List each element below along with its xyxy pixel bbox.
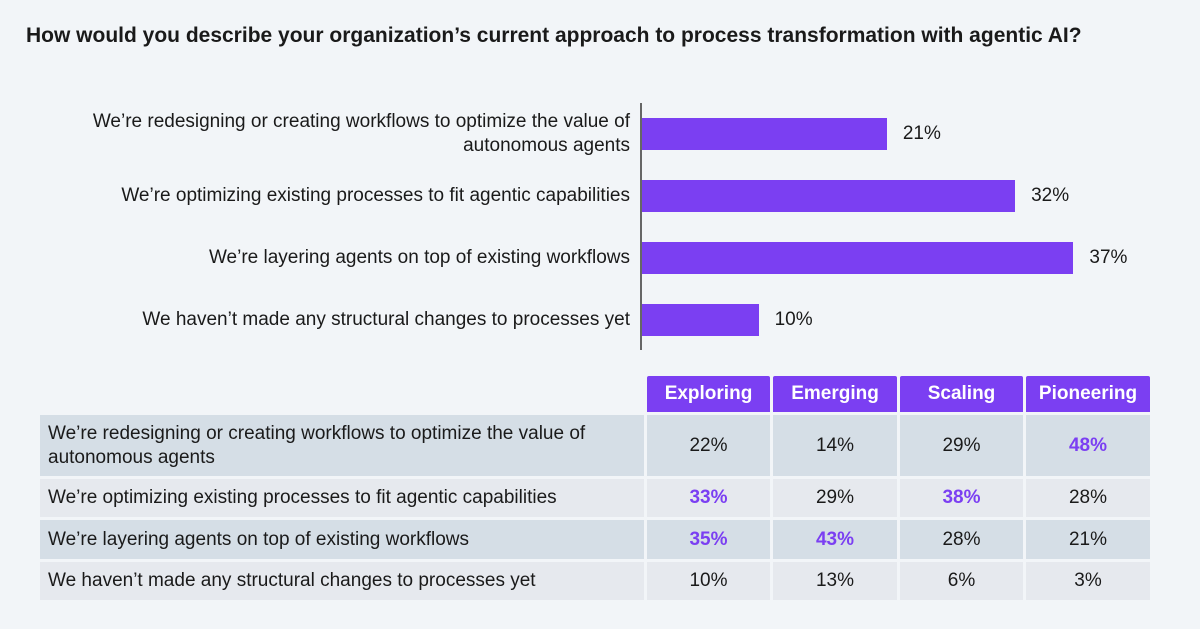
value-label: 21% xyxy=(902,123,941,144)
chart-title: How would you describe your organization… xyxy=(26,24,1082,47)
row-label: We’re optimizing existing processes to f… xyxy=(40,479,644,517)
table-cell: 48% xyxy=(1026,415,1150,476)
value-label: 32% xyxy=(1031,185,1070,206)
column-header: Exploring xyxy=(647,376,770,412)
column-header: Pioneering xyxy=(1026,376,1150,412)
bar xyxy=(642,242,1074,274)
category-label: We’re redesigning or creating workflows … xyxy=(92,111,630,156)
table-cell: 6% xyxy=(900,562,1023,600)
table-cell: 3% xyxy=(1026,562,1150,600)
table-cell: 28% xyxy=(1026,479,1150,517)
category-label: We’re optimizing existing processes to f… xyxy=(121,185,630,206)
table-cell: 13% xyxy=(773,562,897,600)
value-label: 10% xyxy=(774,309,813,330)
bar xyxy=(642,304,759,336)
table-cell: 29% xyxy=(900,415,1023,476)
table-cell: 28% xyxy=(900,520,1023,559)
value-label: 37% xyxy=(1089,247,1128,268)
table-cell: 22% xyxy=(647,415,770,476)
column-header: Scaling xyxy=(900,376,1023,412)
column-header: Emerging xyxy=(773,376,897,412)
table-cell: 33% xyxy=(647,479,770,517)
bar xyxy=(642,180,1016,212)
table: Exploring Emerging Scaling Pioneering We’re … xyxy=(40,376,1150,600)
table-cell: 43% xyxy=(773,520,897,559)
table-cell: 29% xyxy=(773,479,897,517)
axis-line xyxy=(640,103,642,350)
category-label: We’re layering agents on top of existing… xyxy=(208,247,630,268)
row-label: We’re layering agents on top of existing… xyxy=(40,520,644,559)
chart: We’re redesigning or creating workflows … xyxy=(0,100,1200,352)
bar xyxy=(642,118,887,150)
table-cell: 10% xyxy=(647,562,770,600)
table-cell: 21% xyxy=(1026,520,1150,559)
row-label: We haven’t made any structural changes t… xyxy=(40,562,644,600)
row-label: We’re redesigning or creating workflows … xyxy=(40,415,644,476)
table-corner xyxy=(40,376,644,412)
table-cell: 38% xyxy=(900,479,1023,517)
table-cell: 35% xyxy=(647,520,770,559)
category-label: We haven’t made any structural changes t… xyxy=(142,309,630,330)
table-cell: 14% xyxy=(773,415,897,476)
